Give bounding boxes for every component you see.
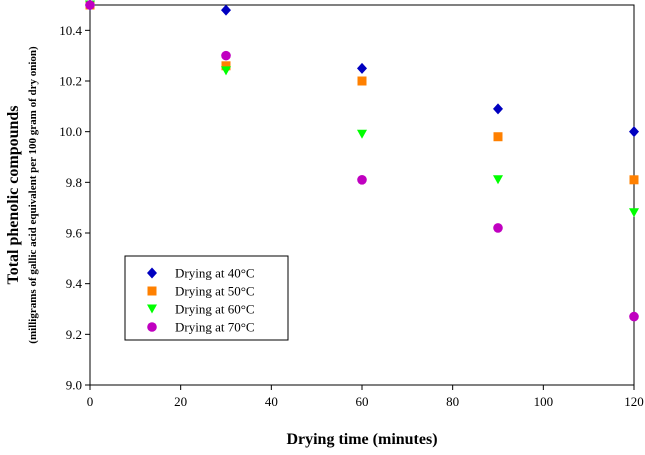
series-4	[85, 0, 639, 322]
y-tick-label: 10.0	[59, 124, 82, 139]
legend-marker	[147, 267, 157, 279]
data-points	[85, 0, 639, 322]
x-axis: 0 20 40 60 80 100 120	[87, 385, 644, 409]
data-point	[357, 129, 367, 139]
legend: Drying at 40°C Drying at 50°C Drying at 60…	[124, 255, 289, 341]
data-point	[629, 208, 639, 218]
data-point	[221, 50, 231, 61]
legend-marker	[147, 322, 157, 332]
data-point	[357, 175, 367, 185]
legend-label: Drying at 60°C	[175, 302, 255, 317]
data-point	[493, 103, 503, 115]
data-point	[493, 223, 503, 233]
data-point	[221, 4, 231, 16]
legend-label: Drying at 50°C	[175, 284, 255, 299]
legend-marker	[147, 304, 157, 314]
data-point	[221, 66, 231, 76]
y-tick-label: 9.0	[66, 378, 82, 393]
y-axis-title: Total phenolic compounds	[5, 105, 22, 284]
x-tick-label: 0	[87, 394, 94, 409]
y-tick-label: 10.4	[59, 23, 82, 38]
data-point	[357, 62, 367, 74]
y-tick-label: 9.6	[66, 226, 83, 241]
data-point	[629, 311, 639, 322]
y-tick-label: 10.2	[59, 74, 82, 89]
data-point	[85, 0, 95, 10]
y-axis-subtitle: (milligrams of gallic acid equivalent pe…	[27, 46, 39, 344]
data-point	[221, 61, 231, 71]
legend-label: Drying at 70°C	[175, 320, 255, 335]
data-point	[629, 175, 639, 185]
legend-label: Drying at 40°C	[175, 266, 255, 281]
x-tick-label: 20	[174, 394, 187, 409]
x-tick-label: 80	[446, 394, 459, 409]
legend-marker	[147, 286, 157, 296]
y-tick-label: 9.2	[66, 327, 82, 342]
x-axis-title: Drying time (minutes)	[286, 431, 437, 448]
y-axis: 9.0 9.2 9.4 9.6 9.8 10.0 10.2 10.4	[59, 23, 90, 393]
data-point	[493, 175, 503, 185]
data-point	[493, 132, 503, 142]
y-tick-label: 9.8	[66, 175, 82, 190]
x-tick-label: 120	[624, 394, 644, 409]
x-tick-label: 40	[265, 394, 278, 409]
x-tick-label: 100	[534, 394, 554, 409]
y-tick-label: 9.4	[66, 276, 83, 291]
data-point	[357, 76, 367, 86]
x-tick-label: 60	[356, 394, 369, 409]
data-point	[629, 126, 639, 138]
